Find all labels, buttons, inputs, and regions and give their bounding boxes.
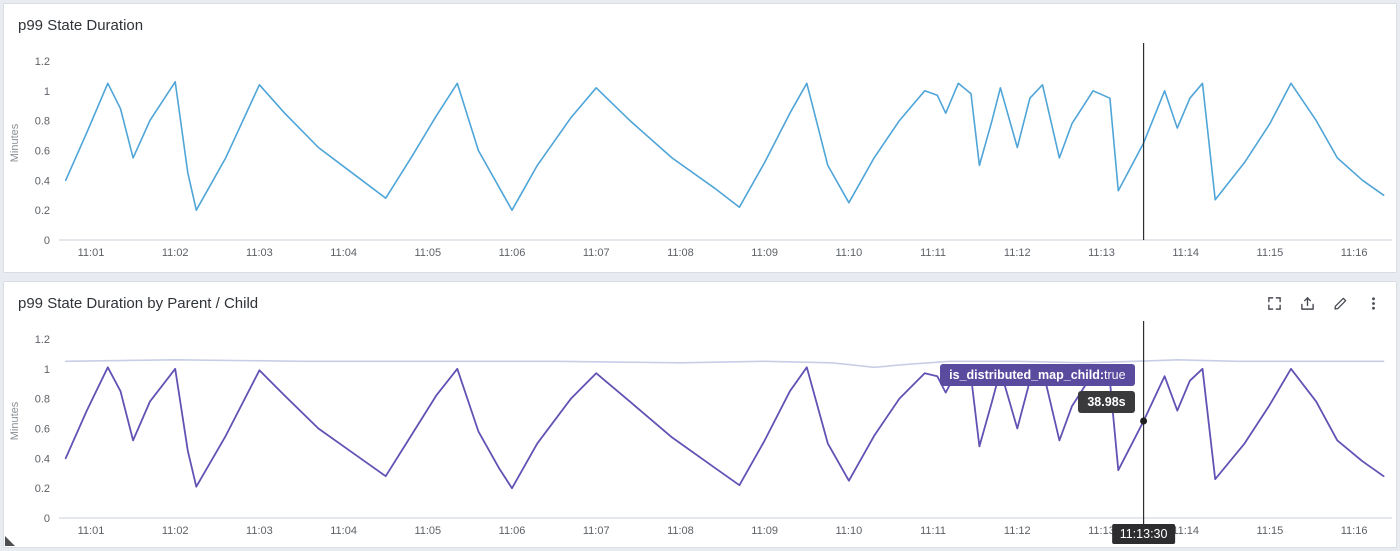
panel-title: p99 State Duration by Parent / Child (18, 294, 259, 312)
svg-text:11:16: 11:16 (1341, 247, 1368, 259)
svg-text:11:06: 11:06 (499, 525, 526, 537)
svg-text:0.6: 0.6 (35, 145, 50, 157)
tooltip-series-label: is_distributed_map_child: (949, 368, 1105, 382)
svg-text:1.2: 1.2 (35, 56, 50, 68)
panel-header: p99 State Duration (4, 4, 1396, 40)
svg-text:11:10: 11:10 (836, 247, 863, 259)
svg-text:11:05: 11:05 (414, 525, 441, 537)
svg-text:0.6: 0.6 (35, 423, 50, 435)
panel-toolbar (1266, 295, 1382, 312)
kebab-menu-icon[interactable] (1365, 295, 1382, 312)
svg-text:11:02: 11:02 (162, 247, 189, 259)
svg-text:11:13: 11:13 (1088, 525, 1115, 537)
svg-text:11:01: 11:01 (78, 525, 105, 537)
svg-text:11:09: 11:09 (751, 247, 778, 259)
tooltip-series-value: true (1104, 368, 1126, 382)
svg-text:Minutes: Minutes (9, 123, 21, 162)
svg-text:11:03: 11:03 (246, 247, 273, 259)
svg-text:11:13: 11:13 (1088, 247, 1115, 259)
svg-text:11:03: 11:03 (246, 525, 273, 537)
crosshair-time-badge: 11:13:30 (1111, 524, 1176, 544)
svg-text:11:16: 11:16 (1341, 525, 1368, 537)
svg-text:11:07: 11:07 (583, 525, 610, 537)
svg-text:11:15: 11:15 (1257, 525, 1284, 537)
svg-text:0.2: 0.2 (35, 205, 50, 217)
svg-text:11:04: 11:04 (330, 525, 357, 537)
svg-text:1.2: 1.2 (35, 334, 50, 346)
svg-text:11:14: 11:14 (1172, 525, 1199, 537)
svg-text:0.8: 0.8 (35, 116, 50, 128)
export-icon[interactable] (1299, 295, 1316, 312)
chart-area-p99-duration: 0 0.2 0.4 0.6 0.8 1 1.2 11:01 11:02 11:03 11:04 11:… (4, 40, 1397, 270)
svg-text:11:08: 11:08 (667, 525, 694, 537)
expand-icon[interactable] (1266, 295, 1283, 312)
svg-text:1: 1 (44, 364, 50, 376)
svg-text:11:08: 11:08 (667, 247, 694, 259)
svg-text:11:12: 11:12 (1004, 525, 1031, 537)
p99-duration-chart[interactable]: 0 0.2 0.4 0.6 0.8 1 1.2 11:01 11:02 11:03 11:04 11:… (4, 40, 1397, 270)
svg-text:11:10: 11:10 (836, 525, 863, 537)
panel-p99-state-duration-parent-child: p99 State Duration by Parent / Child (3, 281, 1397, 548)
svg-text:11:04: 11:04 (330, 247, 357, 259)
svg-text:1: 1 (44, 86, 50, 98)
svg-text:0: 0 (44, 235, 50, 247)
svg-text:11:07: 11:07 (583, 247, 610, 259)
svg-text:11:15: 11:15 (1257, 247, 1284, 259)
svg-text:0.8: 0.8 (35, 394, 50, 406)
edit-icon[interactable] (1332, 295, 1349, 312)
parent-child-chart[interactable]: 0 0.2 0.4 0.6 0.8 1 1.2 11:01 11:02 11:03 11:04 11:… (4, 318, 1397, 548)
svg-text:11:12: 11:12 (1004, 247, 1031, 259)
svg-text:11:06: 11:06 (499, 247, 526, 259)
svg-text:Minutes: Minutes (9, 401, 21, 440)
panel-header: p99 State Duration by Parent / Child (4, 282, 1396, 318)
svg-text:11:02: 11:02 (162, 525, 189, 537)
svg-text:0.2: 0.2 (35, 483, 50, 495)
resize-handle-icon[interactable] (5, 536, 15, 546)
svg-text:11:11: 11:11 (920, 525, 946, 537)
svg-text:11:01: 11:01 (78, 247, 105, 259)
value-badge: 38.98s (1078, 391, 1135, 413)
svg-text:0.4: 0.4 (35, 175, 50, 187)
panel-title: p99 State Duration (18, 16, 144, 34)
svg-text:11:05: 11:05 (414, 247, 441, 259)
chart-area-parent-child: 0 0.2 0.4 0.6 0.8 1 1.2 11:01 11:02 11:03 11:04 11:… (4, 318, 1397, 548)
series-tooltip: is_distributed_map_child:true (940, 364, 1135, 386)
svg-text:11:11: 11:11 (920, 247, 946, 259)
svg-text:11:09: 11:09 (751, 525, 778, 537)
svg-text:0: 0 (44, 513, 50, 525)
svg-text:0.4: 0.4 (35, 453, 50, 465)
svg-text:11:14: 11:14 (1172, 247, 1199, 259)
panel-p99-state-duration: p99 State Duration 0 0.2 0.4 0.6 0.8 1 1.2 11:0… (3, 3, 1397, 273)
